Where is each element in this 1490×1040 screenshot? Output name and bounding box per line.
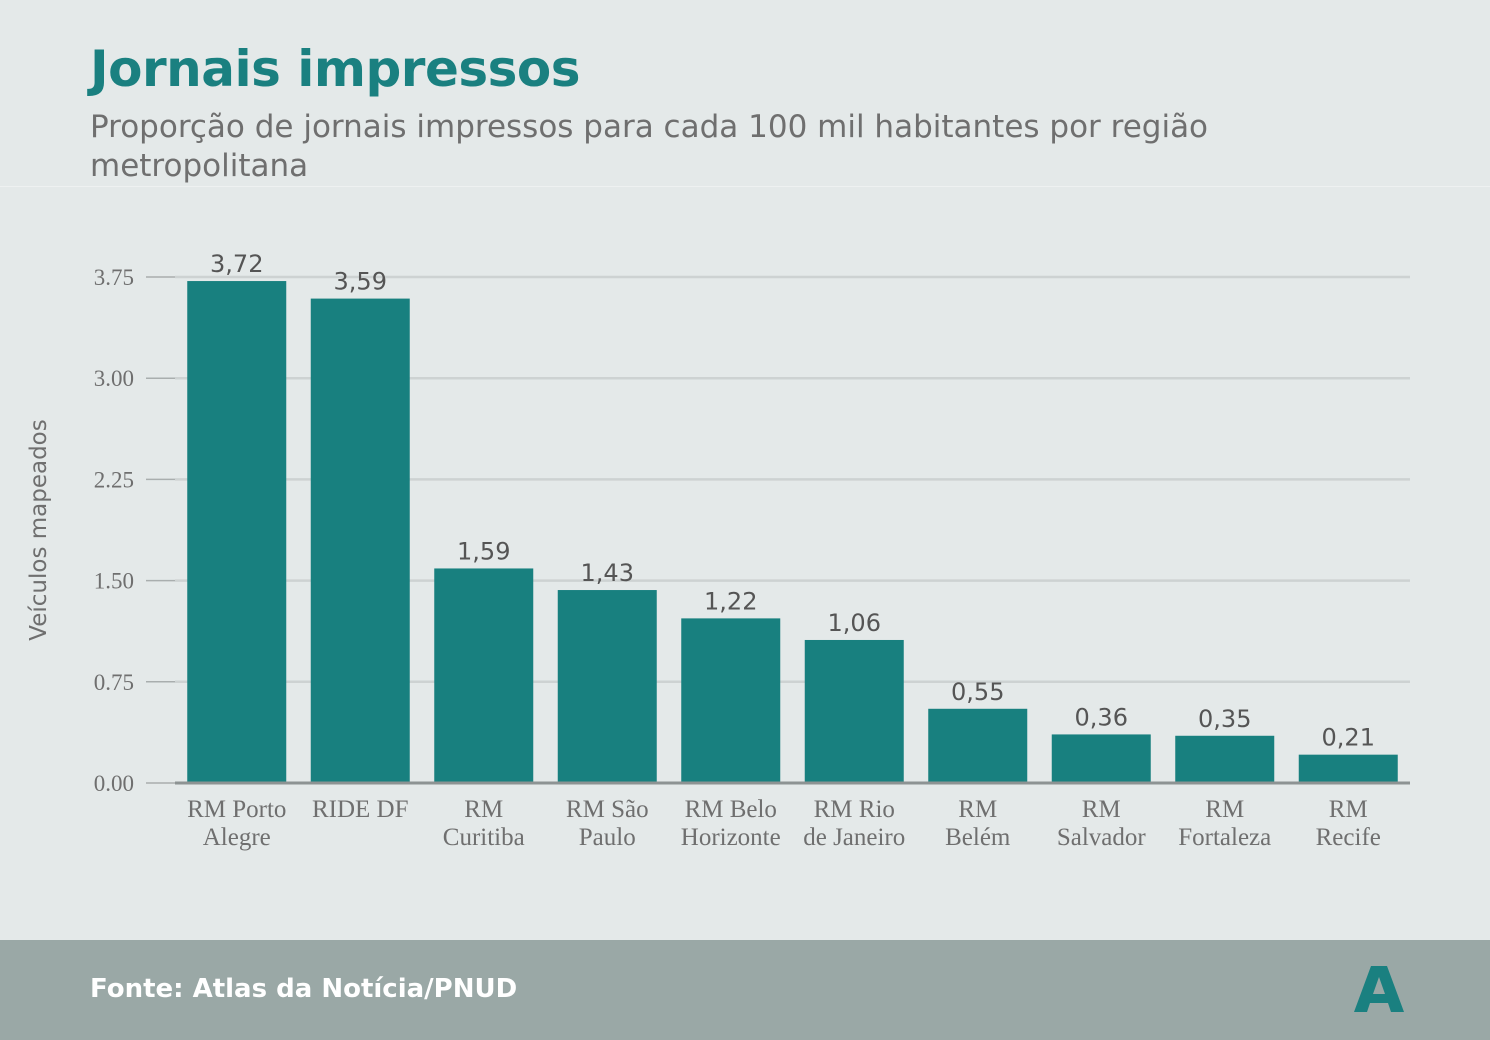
bar [434, 568, 534, 783]
bar [681, 618, 781, 783]
x-tick-label: RM [464, 796, 503, 823]
bar-value-label: 1,43 [581, 559, 634, 587]
x-tick-label: RM São [566, 796, 649, 823]
bar-value-label: 0,36 [1075, 703, 1128, 731]
bar [557, 590, 657, 783]
x-tick-label: RM [1329, 796, 1368, 823]
x-tick-label: Horizonte [681, 824, 781, 851]
bar [1298, 754, 1398, 783]
y-tick-label: 0.00 [94, 771, 134, 796]
x-tick-label: Paulo [579, 824, 636, 851]
x-tick-label: RIDE DF [312, 796, 409, 823]
bar-value-label: 3,59 [334, 268, 387, 296]
x-tick-label: RM Rio [814, 796, 895, 823]
y-axis-label: Veículos mapeados [26, 419, 52, 640]
x-tick-label: Salvador [1057, 824, 1147, 851]
bar [1175, 735, 1275, 783]
bar-value-label: 1,59 [457, 537, 510, 565]
chart-title: Jornais impressos [90, 40, 581, 98]
source-credit: Fonte: Atlas da Notícia/PNUD [90, 974, 518, 1004]
bar-value-label: 1,22 [704, 587, 757, 615]
value-labels: 3,72 3,59 1,59 1,43 1,22 1,06 0,55 0,36 0,35 0,21 [210, 250, 1375, 752]
atlas-logo-icon [1354, 966, 1404, 1012]
bar-value-label: 0,55 [951, 678, 1004, 706]
x-tick-label: RM Belo [685, 796, 777, 823]
x-tick-label: Curitiba [443, 824, 525, 851]
y-tick-label: 2.25 [94, 467, 134, 492]
x-tick-label: de Janeiro [803, 824, 905, 851]
y-axis: 0.00 0.75 1.50 2.25 3.00 3.75 [94, 265, 175, 796]
bar [928, 708, 1028, 783]
footer: Fonte: Atlas da Notícia/PNUD [0, 940, 1490, 1040]
y-tick-label: 0.75 [94, 670, 134, 695]
x-tick-label: RM [958, 796, 997, 823]
x-tick-label: Alegre [203, 824, 271, 851]
bar [310, 298, 410, 783]
bar [1051, 734, 1151, 783]
y-tick-label: 3.75 [94, 265, 134, 290]
x-tick-label: Belém [945, 824, 1011, 851]
bar-value-label: 0,21 [1322, 724, 1375, 752]
x-tick-label: RM [1205, 796, 1244, 823]
x-tick-label: RM Porto [187, 796, 286, 823]
chart-subtitle: Proporção de jornais impressos para cada… [90, 109, 1209, 184]
header-divider [0, 186, 1490, 187]
bar [804, 639, 904, 783]
y-tick-label: 3.00 [94, 366, 134, 391]
y-tick-label: 1.50 [94, 569, 134, 594]
bar-value-label: 1,06 [828, 609, 881, 637]
x-tick-label: RM [1082, 796, 1121, 823]
x-tick-label: Fortaleza [1178, 824, 1271, 851]
bars [187, 281, 1398, 783]
bar-value-label: 3,72 [210, 250, 263, 278]
bar [187, 281, 287, 783]
bar-value-label: 0,35 [1198, 705, 1251, 733]
x-tick-label: Recife [1316, 824, 1381, 851]
bar-chart: 0.00 0.75 1.50 2.25 3.00 3.75 3,72 3,59 1,59 1,4… [26, 250, 1410, 851]
